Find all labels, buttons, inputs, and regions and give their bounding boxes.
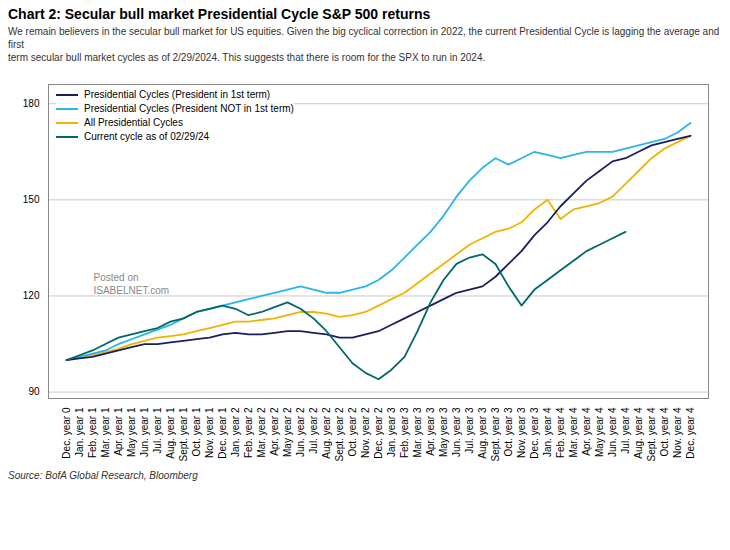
svg-text:May year 1: May year 1 (126, 407, 137, 457)
svg-text:Jun. year 3: Jun. year 3 (451, 407, 462, 457)
svg-text:Dec. year 4: Dec. year 4 (685, 407, 696, 459)
html-text:Current cycle as of 02/29/24: Current cycle as of 02/29/24 (84, 131, 210, 142)
svg-text:Apr. year 2: Apr. year 2 (269, 407, 280, 456)
svg-text:Jul. year 3: Jul. year 3 (464, 407, 475, 454)
svg-text:Mar. year 2: Mar. year 2 (256, 407, 267, 457)
svg-text:Jan. year 4: Jan. year 4 (542, 407, 553, 457)
svg-text:Jan. year 3: Jan. year 3 (386, 407, 397, 457)
html-text:Chart 2: Secular bull market P: Chart 2: Secular bull market Presidentia… (8, 6, 431, 22)
svg-text:Feb. year 4: Feb. year 4 (555, 407, 566, 458)
svg-text:Feb. year 3: Feb. year 3 (399, 407, 410, 458)
svg-text:May year 3: May year 3 (438, 407, 449, 457)
svg-text:Jul. year 4: Jul. year 4 (620, 407, 631, 454)
svg-text:Oct. year 3: Oct. year 3 (503, 407, 514, 456)
svg-text:Oct. year 1: Oct. year 1 (191, 407, 202, 456)
svg-text:Jun. year 4: Jun. year 4 (607, 407, 618, 457)
svg-text:Aug. year 3: Aug. year 3 (477, 407, 488, 459)
svg-text:Mar. year 4: Mar. year 4 (568, 407, 579, 457)
svg-text:Apr. year 3: Apr. year 3 (425, 407, 436, 456)
svg-text:Posted onISABELNET.com: Posted onISABELNET.com (94, 272, 170, 296)
svg-text:Sept. year 3: Sept. year 3 (490, 407, 501, 461)
svg-text:Nov. year 3: Nov. year 3 (516, 407, 527, 458)
svg-text:150: 150 (23, 194, 40, 205)
svg-text:Apr. year 4: Apr. year 4 (581, 407, 592, 456)
svg-text:Apr. year 1: Apr. year 1 (113, 407, 124, 456)
svg-text:Nov. year 4: Nov. year 4 (672, 407, 683, 458)
svg-text:Jan. year 1: Jan. year 1 (74, 407, 85, 457)
html-text:Presidential Cycles (President: Presidential Cycles (President in 1st te… (84, 89, 271, 100)
svg-text:Jan. year 2: Jan. year 2 (230, 407, 241, 457)
html-text:We remain believers in the sec: We remain believers in the secular bull … (8, 26, 720, 63)
svg-text:Nov. year 2: Nov. year 2 (360, 407, 371, 458)
svg-text:Sept. year 2: Sept. year 2 (334, 407, 345, 461)
svg-text:Dec. year 1: Dec. year 1 (217, 407, 228, 459)
svg-text:Aug. year 1: Aug. year 1 (165, 407, 176, 459)
svg-text:Aug. year 4: Aug. year 4 (633, 407, 644, 459)
svg-text:Mar. year 1: Mar. year 1 (100, 407, 111, 457)
html-text:Source: BofA Global Research,: Source: BofA Global Research, Bloomberg (8, 470, 198, 481)
svg-text:Sept. year 4: Sept. year 4 (646, 407, 657, 461)
svg-text:180: 180 (23, 98, 40, 109)
svg-text:Mar. year 3: Mar. year 3 (412, 407, 423, 457)
svg-text:90: 90 (28, 386, 40, 397)
svg-text:Dec. year 0: Dec. year 0 (61, 407, 72, 459)
svg-text:Aug. year 2: Aug. year 2 (321, 407, 332, 459)
svg-text:May year 4: May year 4 (594, 407, 605, 457)
svg-text:Oct. year 4: Oct. year 4 (659, 407, 670, 456)
svg-text:May year 2: May year 2 (282, 407, 293, 457)
svg-text:Jun. year 1: Jun. year 1 (139, 407, 150, 457)
svg-text:Dec. year 3: Dec. year 3 (529, 407, 540, 459)
svg-text:Oct. year 2: Oct. year 2 (347, 407, 358, 456)
svg-text:Feb. year 1: Feb. year 1 (87, 407, 98, 458)
svg-text:Dec. year 2: Dec. year 2 (373, 407, 384, 459)
svg-text:Nov. year 1: Nov. year 1 (204, 407, 215, 458)
html-text:All Presidential Cycles: All Presidential Cycles (84, 117, 183, 128)
html-text:Presidential Cycles (President: Presidential Cycles (President NOT in 1s… (84, 103, 294, 114)
svg-text:Jul. year 1: Jul. year 1 (152, 407, 163, 454)
svg-text:Jul. year 2: Jul. year 2 (308, 407, 319, 454)
svg-text:Feb. year 2: Feb. year 2 (243, 407, 254, 458)
svg-text:Jun. year 2: Jun. year 2 (295, 407, 306, 457)
svg-text:120: 120 (23, 290, 40, 301)
svg-text:Sept. year 1: Sept. year 1 (178, 407, 189, 461)
